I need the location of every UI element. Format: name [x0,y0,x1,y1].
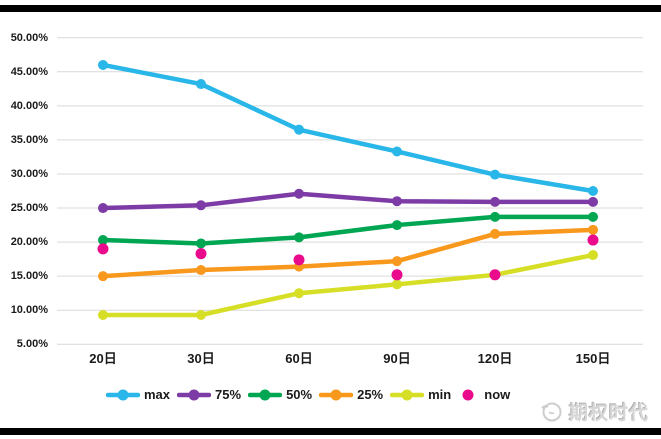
legend-label: 25% [357,387,384,402]
legend-item-min: min [390,388,451,402]
data-point-max [392,146,402,157]
legend-item-now: now [458,388,510,402]
data-point-now [587,234,599,246]
data-point-50pct [392,220,402,231]
data-point-now [489,269,501,281]
chart-legend: max 75% 50% 25% min now [106,388,510,402]
data-point-25pct [490,228,500,239]
y-tick-label: 35.00% [10,133,48,146]
data-point-min [588,250,598,261]
data-point-75pct [392,196,402,207]
data-point-75pct [98,203,108,214]
series-line-75pct [100,191,596,211]
y-tick-label: 50.00% [10,31,48,44]
data-point-now [195,248,207,260]
watermark-text: 期权时代 [568,403,649,424]
data-point-25pct [98,271,108,282]
y-tick-label: 40.00% [10,99,48,112]
series-line-max [100,62,596,194]
watermark: 期权时代 [539,398,649,425]
y-tick-label: 45.00% [10,65,48,78]
data-point-now [391,269,403,281]
series-line-min [100,252,596,318]
x-tick-label: 60日 [285,351,313,366]
top-border-rule [0,5,661,12]
data-point-75pct [588,196,598,207]
series-line-50pct [100,214,596,246]
volatility-cone-chart [57,37,643,345]
legend-marker-icon [248,389,283,401]
data-point-max [294,124,304,135]
legend-item-max: max [106,388,170,402]
legend-item-25pct: 25% [319,388,383,402]
data-point-now [97,243,109,255]
y-tick-label: 15.00% [10,270,48,283]
data-point-max [490,169,500,180]
data-point-25pct [196,265,206,276]
x-tick-label: 90日 [383,351,411,366]
series-line-25pct [100,227,596,279]
legend-label: now [484,387,511,402]
legend-item-75pct: 75% [177,388,241,402]
data-point-25pct [392,256,402,267]
data-point-now [293,254,305,266]
data-point-50pct [588,211,598,222]
data-point-25pct [588,224,598,235]
data-point-max [588,186,598,196]
bottom-border-rule [0,428,661,435]
data-point-min [196,310,206,321]
y-tick-label: 20.00% [10,236,48,249]
x-tick-label: 150日 [575,351,611,366]
data-point-50pct [294,232,304,243]
data-point-min [392,279,402,290]
data-point-50pct [196,238,206,249]
data-point-75pct [196,200,206,211]
data-point-50pct [490,211,500,222]
y-tick-label: 10.00% [10,304,48,317]
watermark-logo-icon [541,402,562,421]
data-point-75pct [490,196,500,207]
legend-label: 50% [286,387,313,402]
data-point-50pct [98,235,108,246]
legend-marker-icon [390,389,425,401]
data-point-max [196,79,206,90]
legend-label: 75% [215,387,242,402]
legend-item-50pct: 50% [248,388,312,402]
y-tick-label: 5.00% [16,338,48,351]
x-tick-label: 20日 [89,351,117,366]
data-point-75pct [294,188,304,199]
data-point-min [98,310,108,321]
legend-label: max [144,387,171,402]
legend-label: min [428,387,452,402]
legend-marker-icon [177,389,212,401]
y-tick-label: 30.00% [10,167,48,180]
x-tick-label: 30日 [187,351,215,366]
data-point-max [98,59,108,70]
x-tick-label: 120日 [477,351,513,366]
legend-marker-icon [319,389,354,401]
y-tick-label: 25.00% [10,202,48,215]
legend-marker-icon [462,389,474,401]
legend-marker-icon [106,389,140,401]
data-point-min [294,288,304,299]
